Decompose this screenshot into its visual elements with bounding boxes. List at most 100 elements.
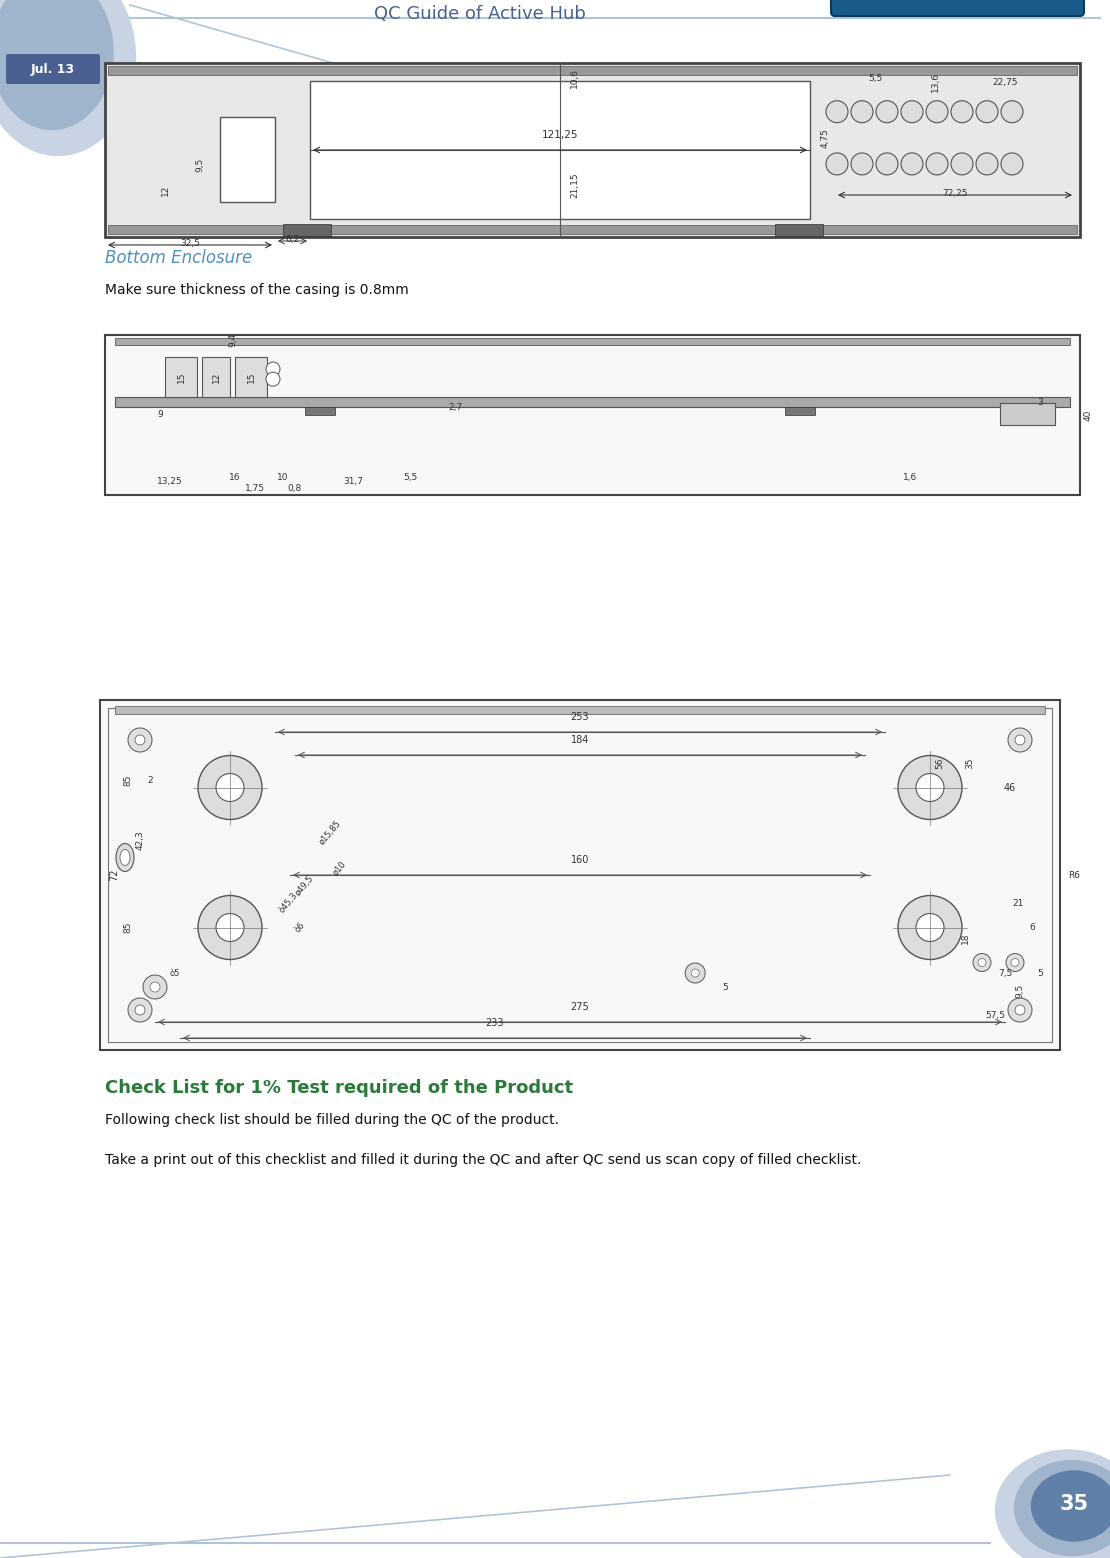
Text: 15: 15 [246, 371, 255, 383]
Text: 72: 72 [109, 869, 119, 882]
Bar [115, 706, 1045, 714]
Circle shape [128, 728, 152, 753]
Circle shape [926, 153, 948, 174]
Bar [105, 335, 1080, 495]
Text: 22,75: 22,75 [992, 78, 1018, 87]
Bar [1000, 404, 1054, 425]
Text: 9: 9 [158, 410, 163, 419]
Text: 5: 5 [723, 983, 728, 991]
Bar [105, 62, 1080, 237]
Bar [235, 357, 268, 397]
Ellipse shape [0, 0, 135, 156]
Text: 184: 184 [571, 735, 589, 745]
Circle shape [973, 953, 991, 972]
Text: 9,5: 9,5 [195, 157, 204, 171]
Text: 72,25: 72,25 [942, 189, 968, 198]
Circle shape [135, 735, 145, 745]
Circle shape [198, 896, 262, 960]
Text: 2: 2 [148, 776, 153, 785]
Ellipse shape [1031, 1471, 1110, 1541]
Text: 233: 233 [486, 1017, 504, 1028]
Text: 35: 35 [966, 757, 975, 768]
Circle shape [898, 896, 962, 960]
Text: 1,75: 1,75 [245, 483, 265, 492]
Ellipse shape [996, 1450, 1110, 1558]
Text: 3: 3 [1037, 397, 1043, 407]
Circle shape [1001, 153, 1023, 174]
Text: 9,5: 9,5 [1016, 983, 1025, 997]
Text: R6: R6 [1068, 871, 1080, 880]
Circle shape [1008, 728, 1032, 753]
Text: 160: 160 [571, 855, 589, 865]
Text: 10,6: 10,6 [571, 69, 579, 87]
Text: 21,15: 21,15 [571, 173, 579, 198]
Text: 9,4: 9,4 [229, 333, 238, 347]
Bar [310, 81, 810, 220]
Circle shape [1011, 958, 1019, 966]
Text: 5: 5 [1037, 969, 1043, 977]
Text: 18: 18 [960, 932, 969, 944]
Text: 21: 21 [1012, 899, 1023, 907]
Bar [108, 707, 1052, 1042]
Circle shape [128, 999, 152, 1022]
Circle shape [150, 982, 160, 992]
Circle shape [1001, 101, 1023, 123]
Text: 7,5: 7,5 [998, 969, 1012, 977]
Text: Check List for 1% Test required of the Product: Check List for 1% Test required of the P… [105, 1080, 573, 1097]
Bar [305, 407, 335, 414]
Circle shape [216, 773, 244, 801]
Text: 15: 15 [176, 371, 185, 383]
Text: 35: 35 [1059, 1494, 1089, 1514]
Circle shape [692, 969, 699, 977]
Text: 13,25: 13,25 [158, 477, 183, 486]
Text: 5,5: 5,5 [403, 472, 417, 481]
Circle shape [976, 101, 998, 123]
Text: ò5: ò5 [170, 969, 180, 977]
Circle shape [876, 101, 898, 123]
Circle shape [926, 101, 948, 123]
Text: 31,7: 31,7 [343, 477, 363, 486]
Circle shape [198, 756, 262, 820]
Bar [115, 397, 1070, 407]
Circle shape [916, 773, 944, 801]
Text: 12: 12 [161, 184, 170, 196]
Circle shape [898, 756, 962, 820]
Text: ø10: ø10 [332, 858, 349, 877]
Text: 46: 46 [1003, 782, 1016, 793]
Bar [202, 357, 230, 397]
Circle shape [826, 153, 848, 174]
Circle shape [685, 963, 705, 983]
Text: Make sure thickness of the casing is 0.8mm: Make sure thickness of the casing is 0.8… [105, 284, 408, 298]
Text: Bottom Enclosure: Bottom Enclosure [105, 249, 252, 266]
Ellipse shape [117, 843, 134, 871]
Circle shape [1015, 1005, 1025, 1014]
Text: ø49,5: ø49,5 [294, 874, 316, 897]
Text: ø15,85: ø15,85 [317, 820, 343, 848]
Bar [108, 65, 1077, 75]
FancyBboxPatch shape [100, 700, 1060, 1050]
Circle shape [266, 372, 280, 386]
Bar [165, 357, 196, 397]
Bar [785, 407, 815, 414]
Text: 56: 56 [936, 757, 945, 768]
Circle shape [1008, 999, 1032, 1022]
Text: QC Guide of Active Hub: QC Guide of Active Hub [374, 5, 586, 23]
Text: Take a print out of this checklist and filled it during the QC and after QC send: Take a print out of this checklist and f… [105, 1153, 861, 1167]
Circle shape [826, 101, 848, 123]
Text: 13,6: 13,6 [930, 72, 939, 92]
FancyBboxPatch shape [831, 0, 1084, 16]
Circle shape [976, 153, 998, 174]
Text: 42,3: 42,3 [135, 830, 144, 849]
Text: 0,8: 0,8 [287, 483, 302, 492]
Circle shape [1006, 953, 1025, 972]
Text: 85: 85 [123, 922, 132, 933]
Circle shape [143, 975, 166, 999]
Circle shape [901, 153, 924, 174]
Circle shape [951, 101, 973, 123]
Text: 121,25: 121,25 [542, 129, 578, 140]
Bar [108, 224, 1077, 234]
Text: ò45,3: ò45,3 [278, 891, 299, 915]
Text: 32,5: 32,5 [180, 238, 200, 248]
Bar [220, 117, 275, 203]
Text: 85: 85 [123, 774, 132, 787]
